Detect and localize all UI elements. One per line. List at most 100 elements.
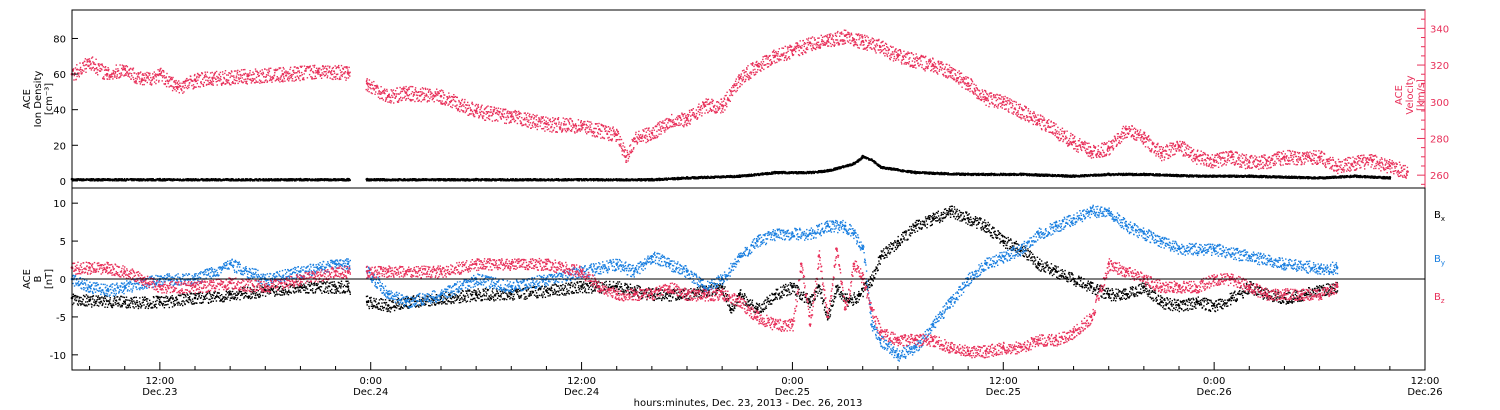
data-dot — [470, 178, 473, 180]
data-dot — [417, 180, 419, 182]
data-dot — [123, 178, 126, 180]
data-dot — [567, 178, 569, 180]
data-dot — [592, 179, 594, 181]
data-dot — [472, 179, 474, 181]
data-dot — [109, 178, 111, 180]
data-dot — [811, 171, 814, 174]
data-dot — [369, 178, 371, 180]
data-dot — [192, 180, 194, 182]
data-dot — [493, 178, 496, 180]
data-dot — [122, 178, 124, 181]
data-dot — [245, 179, 248, 182]
data-dot — [578, 180, 581, 182]
data-dot — [567, 179, 570, 182]
data-dot — [262, 179, 264, 181]
data-dot — [580, 178, 582, 180]
data-dot — [151, 179, 154, 181]
data-dot — [990, 174, 992, 177]
data-dot — [529, 179, 531, 182]
data-dot — [317, 180, 319, 182]
data-dot — [658, 178, 660, 180]
data-dot — [788, 173, 790, 175]
data-dot — [283, 178, 285, 180]
data-dot — [962, 172, 965, 175]
data-dot — [302, 178, 305, 180]
data-dot — [540, 178, 542, 180]
data-dot — [318, 178, 320, 180]
data-dot — [982, 172, 985, 175]
data-dot — [597, 180, 599, 182]
data-dot — [93, 178, 95, 180]
data-dot — [467, 178, 469, 180]
data-dot — [347, 180, 350, 182]
data-dot — [242, 178, 245, 180]
data-dot — [334, 178, 337, 180]
data-dot — [494, 179, 496, 182]
data-dot — [551, 178, 554, 180]
data-dot — [704, 175, 706, 178]
data-dot — [848, 165, 850, 167]
data-dot — [98, 178, 101, 181]
data-dot — [935, 172, 937, 174]
data-dot — [644, 180, 647, 182]
data-dot — [775, 172, 777, 174]
data-dot — [145, 179, 147, 182]
data-dot — [993, 172, 996, 175]
data-dot — [733, 175, 736, 177]
data-dot — [845, 164, 848, 166]
data-dot — [166, 178, 168, 180]
data-dot — [190, 180, 193, 182]
data-dot — [640, 180, 642, 182]
data-dot — [167, 179, 170, 181]
data-dot — [265, 178, 267, 180]
data-dot — [133, 179, 135, 182]
data-dot — [597, 180, 600, 182]
data-dot — [96, 180, 99, 182]
data-dot — [954, 172, 957, 175]
data-dot — [418, 178, 421, 180]
data-dot — [459, 178, 461, 180]
data-dot — [836, 166, 838, 169]
data-dot — [172, 180, 174, 182]
series-ion-density — [70, 154, 1392, 182]
data-dot — [163, 178, 166, 180]
data-dot — [507, 178, 509, 180]
data-dot — [768, 172, 771, 174]
data-dot — [789, 172, 792, 174]
data-dot — [911, 172, 913, 174]
data-dot — [629, 180, 632, 182]
data-dot — [235, 179, 237, 181]
data-dot — [812, 170, 814, 173]
data-dot — [618, 178, 620, 180]
data-dot — [138, 178, 140, 180]
data-dot — [477, 180, 480, 182]
data-dot — [547, 179, 550, 182]
data-dot — [910, 172, 912, 174]
data-dot — [404, 178, 406, 180]
data-dot — [371, 178, 373, 180]
data-dot — [522, 180, 524, 182]
data-dot — [504, 178, 506, 180]
data-dot — [381, 179, 383, 182]
data-dot — [672, 177, 674, 179]
data-dot — [615, 178, 617, 180]
data-dot — [422, 178, 424, 180]
data-dot — [700, 177, 702, 179]
data-dot — [780, 171, 782, 173]
data-dot — [501, 180, 503, 182]
data-dot — [726, 175, 728, 177]
data-dot — [472, 179, 475, 181]
data-dot — [489, 179, 492, 182]
data-dot — [722, 176, 724, 179]
data-dot — [612, 180, 614, 182]
data-dot — [321, 178, 323, 180]
data-dot — [560, 178, 562, 181]
data-dot — [911, 170, 913, 172]
data-dot — [682, 176, 684, 179]
data-dot — [264, 179, 267, 181]
data-dot — [553, 179, 555, 182]
data-dot — [529, 178, 532, 180]
data-dot — [178, 178, 180, 181]
data-dot — [398, 179, 400, 182]
